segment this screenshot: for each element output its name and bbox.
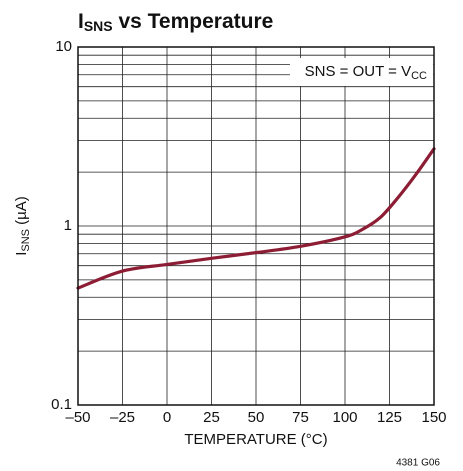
chart-title: ISNS vs Temperature <box>78 10 273 34</box>
y-tick-label: 1 <box>64 217 72 234</box>
annotation-sub: CC <box>411 70 427 82</box>
x-tick-label: 75 <box>292 409 309 426</box>
footnote: 4381 G06 <box>396 458 440 469</box>
y-tick-label: 10 <box>55 38 72 55</box>
ylabel-part: I <box>13 252 30 256</box>
y-axis-label: ISNS (µA) <box>13 196 32 256</box>
x-axis-label: TEMPERATURE (°C) <box>184 431 327 448</box>
x-tick-label: 150 <box>421 409 446 426</box>
annotation: SNS = OUT = VCC <box>305 63 427 82</box>
x-tick-label: –25 <box>110 409 135 426</box>
x-tick-label: 25 <box>203 409 220 426</box>
title-part: vs Temperature <box>113 10 274 33</box>
ylabel-part: (µA) <box>13 196 30 229</box>
title-part: I <box>78 10 84 33</box>
x-tick-label: 0 <box>163 409 171 426</box>
plot-frame <box>77 46 435 406</box>
title-sub: SNS <box>84 18 113 34</box>
plot <box>76 147 436 290</box>
x-tick-label: –50 <box>65 409 90 426</box>
grid <box>77 46 435 406</box>
x-tick-label: 125 <box>377 409 402 426</box>
x-tick-label: 50 <box>248 409 265 426</box>
line <box>76 147 436 290</box>
x-tick-label: 100 <box>332 409 357 426</box>
ylabel-sub: SNS <box>20 229 32 252</box>
y-tick-label: 0.1 <box>51 396 72 413</box>
annotation-part: SNS = OUT = V <box>305 63 411 80</box>
annotation-box <box>290 58 433 86</box>
